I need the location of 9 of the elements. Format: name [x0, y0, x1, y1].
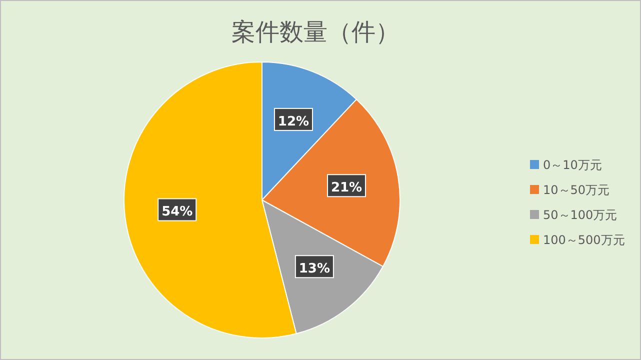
legend-label: 10～50万元 — [543, 183, 610, 197]
legend-label: 50～100万元 — [543, 208, 618, 222]
legend-label: 0～10万元 — [543, 158, 602, 172]
chart-title: 案件数量（件） — [232, 18, 400, 46]
data-label: 13% — [298, 262, 330, 277]
data-label: 12% — [278, 114, 310, 130]
data-label: 54% — [162, 204, 193, 220]
data-label: 21% — [330, 180, 362, 196]
legend-label: 100～500万元 — [543, 233, 625, 247]
